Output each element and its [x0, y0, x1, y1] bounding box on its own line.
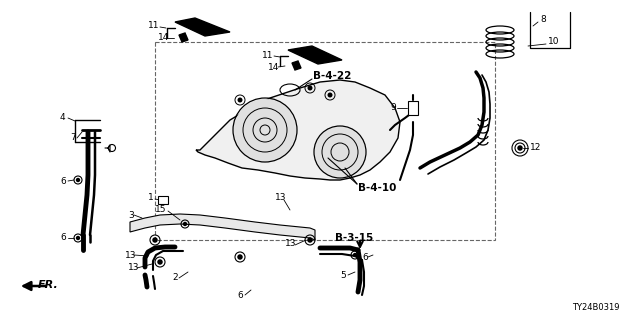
Text: B-3-15: B-3-15	[335, 233, 373, 243]
Text: 11: 11	[148, 21, 159, 30]
Text: 6: 6	[237, 291, 243, 300]
Polygon shape	[292, 61, 301, 70]
Text: 15: 15	[155, 205, 166, 214]
Circle shape	[76, 178, 80, 182]
Text: 6: 6	[60, 234, 66, 243]
Circle shape	[157, 259, 163, 265]
Circle shape	[76, 236, 80, 240]
Polygon shape	[130, 214, 315, 240]
Circle shape	[234, 99, 296, 161]
Text: 4: 4	[60, 114, 66, 123]
Text: 12: 12	[530, 143, 541, 153]
Text: 6: 6	[60, 177, 66, 186]
Circle shape	[307, 237, 313, 243]
Text: 9: 9	[390, 103, 396, 113]
Polygon shape	[175, 18, 230, 36]
Circle shape	[353, 253, 357, 257]
Text: 14: 14	[268, 62, 280, 71]
Text: B-4-10: B-4-10	[358, 183, 396, 193]
Text: 8: 8	[540, 15, 546, 25]
Bar	[408, 101, 418, 115]
Text: 11: 11	[262, 51, 273, 60]
Text: 14: 14	[158, 33, 170, 42]
Text: 3: 3	[128, 211, 134, 220]
Circle shape	[237, 254, 243, 260]
Circle shape	[328, 92, 333, 98]
Circle shape	[517, 145, 523, 151]
Text: 13: 13	[128, 263, 140, 273]
Text: 13: 13	[275, 194, 287, 203]
Polygon shape	[196, 80, 400, 180]
Text: TY24B0319: TY24B0319	[573, 303, 620, 312]
Polygon shape	[179, 33, 188, 42]
Text: B-4-22: B-4-22	[313, 71, 351, 81]
Text: 6: 6	[362, 252, 368, 261]
Circle shape	[307, 85, 312, 91]
Bar	[158, 196, 168, 204]
Bar	[155, 42, 495, 240]
Text: FR.: FR.	[38, 280, 59, 290]
Text: 1: 1	[148, 194, 154, 203]
Circle shape	[152, 237, 157, 243]
Text: 13: 13	[285, 239, 296, 249]
Text: 5: 5	[340, 270, 346, 279]
Circle shape	[237, 98, 243, 102]
Text: 10: 10	[548, 37, 559, 46]
Polygon shape	[288, 46, 342, 64]
Circle shape	[315, 127, 365, 177]
Text: 13: 13	[125, 251, 136, 260]
Text: 7: 7	[70, 133, 76, 142]
Circle shape	[183, 222, 188, 226]
Text: 2: 2	[172, 273, 178, 282]
